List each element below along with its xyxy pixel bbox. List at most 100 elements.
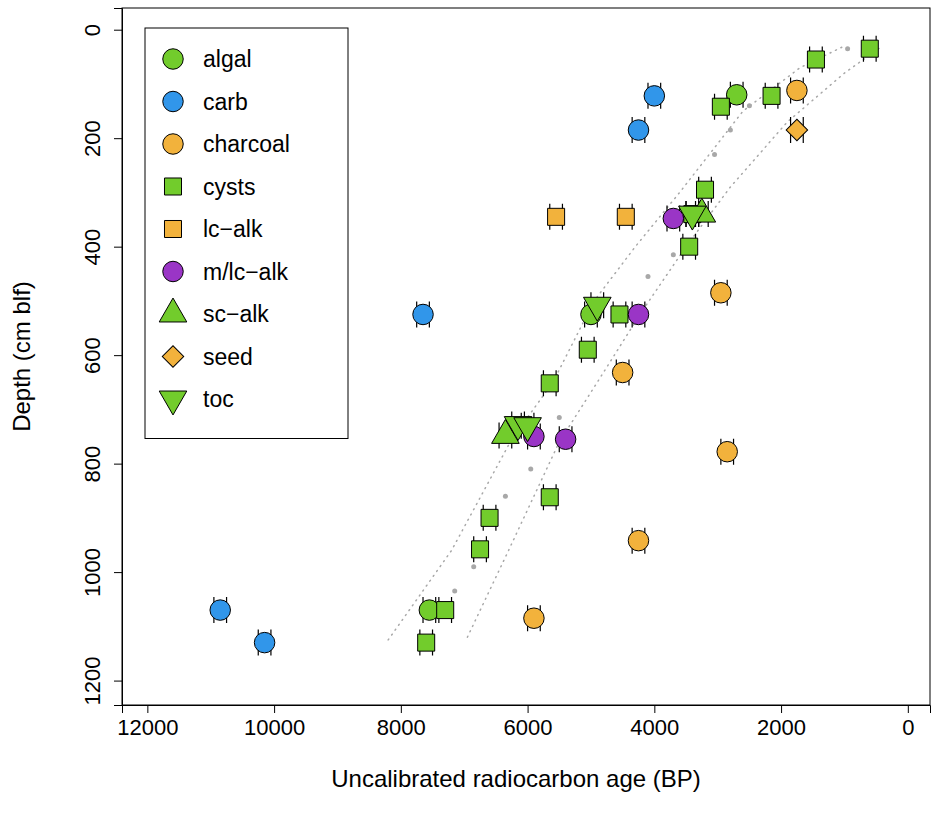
point: [617, 208, 634, 225]
point: [679, 206, 707, 230]
y-tick-label: 1200: [80, 657, 105, 706]
chart: 12000 10000 8000 6000 4000 2000 0 0 200 400 600 800…: [0, 0, 943, 822]
point: [712, 98, 729, 115]
point: [644, 86, 664, 106]
x-tick-label: 8000: [377, 715, 426, 740]
x-tick-mark: [147, 705, 148, 713]
legend-marker: [163, 91, 183, 111]
legend-label: cysts: [203, 174, 255, 200]
x-tick: 6000: [504, 705, 553, 740]
y-tick-mark: [114, 681, 122, 682]
point: [628, 120, 648, 140]
legend-marker: [164, 178, 181, 195]
model-lines: [388, 46, 882, 640]
model-point: [471, 564, 476, 569]
y-tick: 800: [80, 446, 122, 483]
legend-marker: [163, 261, 183, 281]
point: [254, 632, 274, 652]
x-axis-line: [123, 706, 931, 714]
legend-marker: [159, 298, 187, 322]
legend-label: carb: [203, 89, 248, 115]
point: [697, 181, 714, 198]
point: [472, 541, 489, 558]
model-point: [712, 152, 717, 157]
x-tick: 0: [902, 705, 914, 740]
x-tick-mark: [274, 705, 275, 713]
model-point: [528, 467, 533, 472]
point: [807, 51, 824, 68]
model-point: [728, 128, 733, 133]
y-tick: 200: [80, 120, 122, 157]
y-tick-label: 0: [80, 24, 105, 36]
y-tick: 1000: [80, 548, 122, 597]
point: [514, 418, 542, 442]
y-tick: 600: [80, 337, 122, 374]
point: [711, 283, 731, 303]
legend-marker: [159, 391, 187, 415]
legend-marker: [163, 134, 183, 154]
x-tick-mark: [654, 705, 655, 713]
plot-frame: [122, 8, 930, 705]
point: [786, 119, 807, 140]
x-tick-label: 2000: [757, 715, 806, 740]
point: [579, 341, 596, 358]
legend-label: toc: [203, 386, 234, 412]
point: [413, 304, 433, 324]
model-point: [747, 103, 752, 108]
legend-label: lc−alk: [203, 216, 263, 242]
point: [663, 208, 683, 228]
point: [717, 441, 737, 461]
model-line: [388, 46, 844, 640]
y-tick-label: 1000: [80, 548, 105, 597]
y-tick-label: 400: [80, 229, 105, 266]
model-line: [467, 46, 882, 637]
x-tick-label: 4000: [630, 715, 679, 740]
x-tick: 10000: [244, 705, 305, 740]
point: [437, 602, 454, 619]
y-tick-mark: [114, 30, 122, 31]
legend-marker: [164, 220, 181, 237]
y-tick-mark: [114, 355, 122, 356]
x-axis-title: Uncalibrated radiocarbon age (BP): [331, 765, 701, 792]
x-tick-label: 12000: [117, 715, 178, 740]
y-tick-mark: [114, 572, 122, 573]
point: [681, 238, 698, 255]
model-point: [452, 589, 457, 594]
point: [861, 40, 878, 57]
legend-label: m/lc−alk: [203, 259, 288, 285]
x-tick: 4000: [630, 705, 679, 740]
model-point: [645, 274, 650, 279]
legend: algalcarbcharcoalcystslc−alkm/lc−alksc−a…: [145, 28, 348, 439]
point: [481, 509, 498, 526]
x-tick-mark: [528, 705, 529, 713]
x-tick-mark: [781, 705, 782, 713]
x-tick: 8000: [377, 705, 426, 740]
x-tick-mark: [908, 705, 909, 713]
x-tick-label: 6000: [504, 715, 553, 740]
point: [787, 80, 807, 100]
point: [524, 608, 544, 628]
point: [611, 306, 628, 323]
x-tick-mark: [401, 705, 402, 713]
y-tick-mark: [114, 138, 122, 139]
legend-label: seed: [203, 344, 253, 370]
y-tick-label: 800: [80, 446, 105, 483]
point: [555, 429, 575, 449]
legend-box: [145, 28, 348, 439]
point: [612, 362, 632, 382]
point: [548, 208, 565, 225]
legend-label: algal: [203, 46, 252, 72]
model-point: [845, 46, 850, 51]
y-tick-label: 600: [80, 337, 105, 374]
point: [418, 634, 435, 651]
model-point: [557, 415, 562, 420]
y-axis-title: Depth (cm blf): [8, 281, 35, 432]
x-tick: 12000: [117, 705, 178, 740]
y-tick-mark: [114, 247, 122, 248]
y-axis-line: [114, 9, 123, 706]
point: [628, 530, 648, 550]
y-tick: 400: [80, 229, 122, 266]
point: [541, 489, 558, 506]
y-tick-label: 200: [80, 120, 105, 157]
y-tick-mark: [114, 464, 122, 465]
